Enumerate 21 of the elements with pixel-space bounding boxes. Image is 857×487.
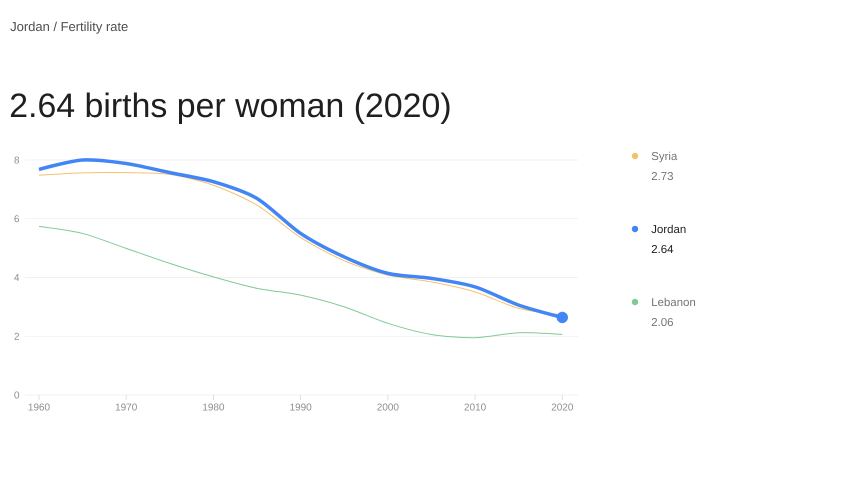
legend-label: Jordan [651, 224, 686, 234]
x-tick-label: 1970 [116, 404, 137, 411]
x-tick-label: 2010 [464, 404, 486, 411]
chart-subtitle: Jordan / Fertility rate [10, 22, 128, 34]
x-tick-label: 1980 [203, 404, 224, 411]
y-tick-label: 6 [14, 215, 20, 222]
y-tick-label: 2 [14, 332, 19, 340]
text: 2.64 [652, 244, 674, 254]
y-tick-label: 8 [14, 156, 20, 164]
x-tick-label: 1990 [290, 404, 312, 411]
x-tick-label: 1960 [28, 404, 50, 411]
y-tick-label: 0 [14, 391, 20, 399]
text: 2.06 [652, 318, 673, 326]
legend-label: Syria [652, 152, 678, 162]
x-tick-label: 2000 [377, 404, 399, 411]
chart-title: 2.64 births per woman (2020) [10, 92, 450, 124]
text: 2.73 [652, 172, 673, 180]
legend-label: Lebanon [652, 298, 696, 306]
x-tick-label: 2020 [552, 404, 573, 411]
y-tick-label: 4 [14, 274, 20, 281]
line-series [38, 226, 563, 338]
